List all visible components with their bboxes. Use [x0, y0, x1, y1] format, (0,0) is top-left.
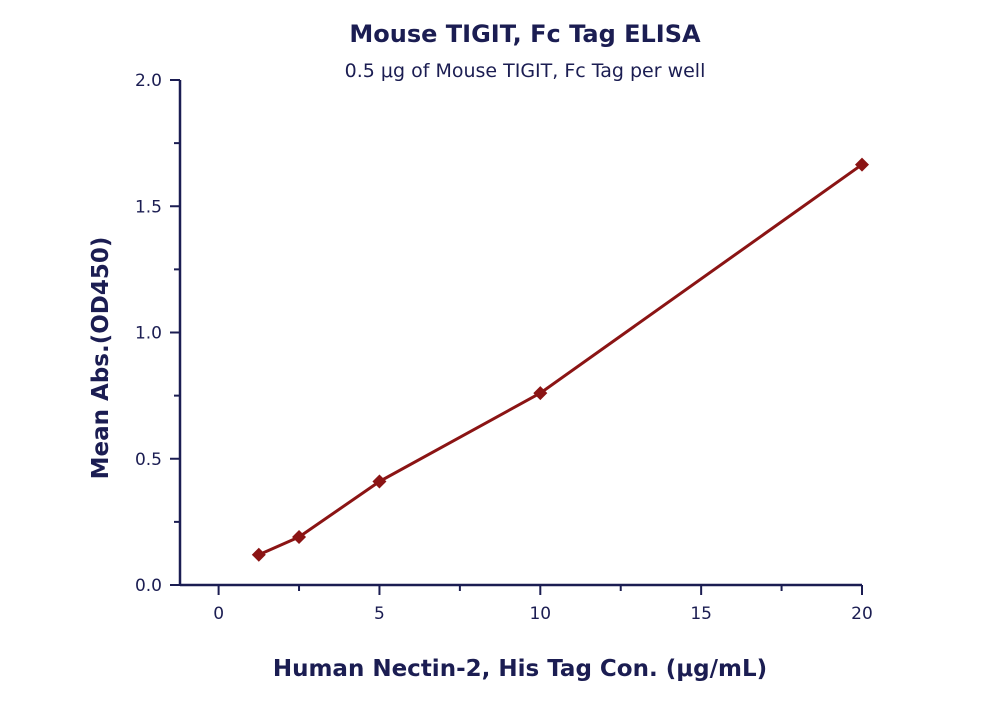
data-point — [292, 530, 307, 545]
x-tick-label: 15 — [690, 604, 712, 624]
x-axis-title: Human Nectin-2, His Tag Con. (μg/mL) — [273, 656, 767, 682]
y-tick-label: 2.0 — [135, 71, 162, 91]
y-tick-label: 0.5 — [135, 450, 162, 470]
chart-title: Mouse TIGIT, Fc Tag ELISA — [349, 20, 701, 48]
ticks: 0.0 0.5 1.0 1.5 2.0 0 5 10 15 20 — [135, 71, 873, 624]
data-point — [855, 157, 869, 172]
x-tick-label: 0 — [213, 604, 224, 624]
y-tick-label: 0.0 — [135, 576, 162, 596]
data-point — [372, 474, 387, 489]
y-axis-title: Mean Abs.(OD450) — [88, 237, 114, 480]
x-tick-label: 10 — [529, 604, 551, 624]
chart-subtitle: 0.5 μg of Mouse TIGIT, Fc Tag per well — [344, 60, 706, 82]
x-tick-label: 5 — [374, 604, 385, 624]
y-tick-label: 1.0 — [135, 324, 162, 344]
x-tick-label: 20 — [851, 604, 873, 624]
data-point — [251, 547, 266, 562]
y-tick-label: 1.5 — [135, 197, 162, 217]
axes — [178, 80, 862, 587]
data-point — [533, 386, 548, 401]
plot-series — [251, 157, 869, 562]
series-line — [258, 163, 863, 557]
